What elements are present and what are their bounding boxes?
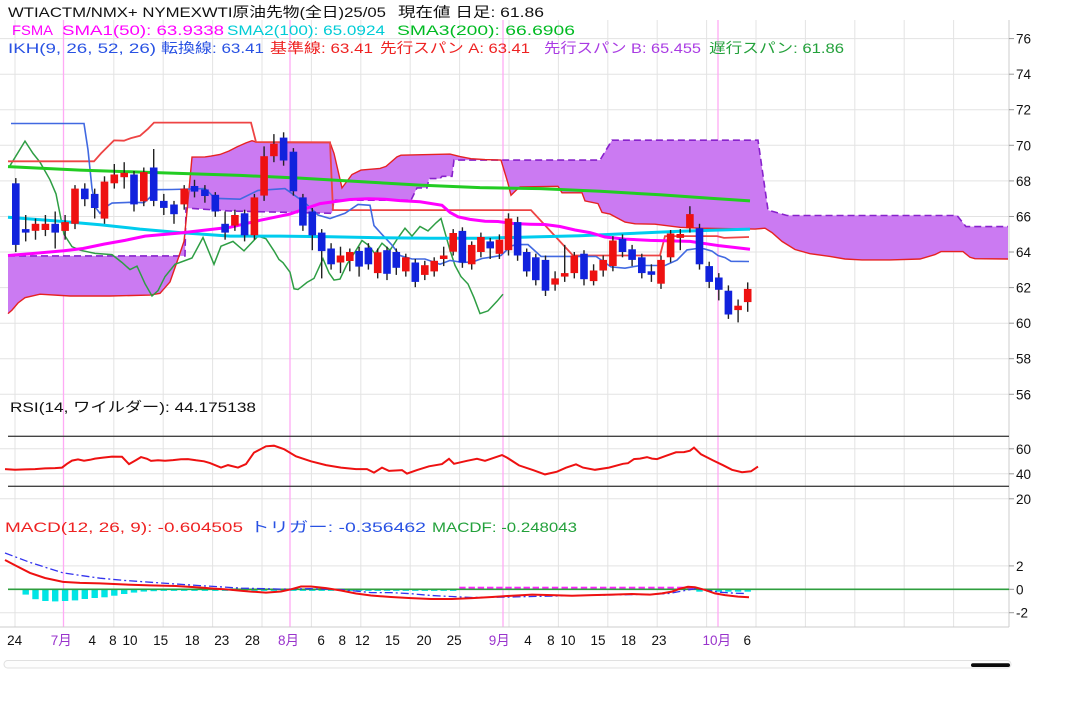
svg-text:12: 12 <box>355 633 370 648</box>
svg-text:60: 60 <box>1016 316 1031 331</box>
svg-text:遅行スパン: 61.86: 遅行スパン: 61.86 <box>709 40 844 56</box>
svg-text:2: 2 <box>1016 559 1024 574</box>
svg-text:6: 6 <box>317 633 325 648</box>
svg-text:7月: 7月 <box>51 633 72 648</box>
svg-text:20: 20 <box>1016 492 1031 507</box>
svg-text:基準線: 63.41: 基準線: 63.41 <box>270 40 373 56</box>
svg-text:68: 68 <box>1016 174 1031 189</box>
svg-text:28: 28 <box>245 633 260 648</box>
svg-text:SMA2(100): 65.0924: SMA2(100): 65.0924 <box>227 22 385 38</box>
svg-text:23: 23 <box>651 633 666 648</box>
svg-text:4: 4 <box>524 633 532 648</box>
svg-text:転換線: 63.41: 転換線: 63.41 <box>161 40 264 56</box>
svg-text:8: 8 <box>547 633 555 648</box>
svg-text:24: 24 <box>7 633 23 648</box>
svg-text:トリガー: -0.356462: トリガー: -0.356462 <box>250 519 426 535</box>
svg-text:76: 76 <box>1016 32 1031 47</box>
svg-text:10: 10 <box>560 633 575 648</box>
svg-text:15: 15 <box>590 633 605 648</box>
svg-text:66: 66 <box>1016 210 1031 225</box>
svg-text:-2: -2 <box>1016 606 1028 621</box>
svg-text:62: 62 <box>1016 281 1031 296</box>
svg-text:RSI(14, ワイルダー): 44.175138: RSI(14, ワイルダー): 44.175138 <box>10 399 256 415</box>
svg-text:0: 0 <box>1016 582 1024 597</box>
svg-text:18: 18 <box>621 633 636 648</box>
svg-text:10月: 10月 <box>703 633 732 648</box>
svg-text:先行スパン A: 63.41: 先行スパン A: 63.41 <box>380 40 530 56</box>
svg-text:72: 72 <box>1016 103 1031 118</box>
svg-text:70: 70 <box>1016 138 1031 153</box>
svg-text:60: 60 <box>1016 442 1031 457</box>
svg-text:74: 74 <box>1016 67 1032 82</box>
svg-text:58: 58 <box>1016 352 1031 367</box>
svg-text:15: 15 <box>385 633 400 648</box>
svg-text:FSMA: FSMA <box>12 22 54 38</box>
svg-text:MACDF: -0.248043: MACDF: -0.248043 <box>432 519 577 535</box>
svg-text:先行スパン B: 65.455: 先行スパン B: 65.455 <box>544 40 701 56</box>
svg-text:MACD(12, 26, 9): -0.604505: MACD(12, 26, 9): -0.604505 <box>5 519 243 535</box>
svg-text:20: 20 <box>416 633 431 648</box>
svg-text:8: 8 <box>109 633 117 648</box>
svg-text:64: 64 <box>1016 245 1032 260</box>
svg-text:SMA3(200): 66.6906: SMA3(200): 66.6906 <box>397 22 575 38</box>
svg-text:10: 10 <box>122 633 137 648</box>
svg-text:56: 56 <box>1016 387 1031 402</box>
svg-text:8月: 8月 <box>278 633 299 648</box>
svg-text:8: 8 <box>338 633 346 648</box>
svg-text:SMA1(50): 63.9338: SMA1(50): 63.9338 <box>62 22 224 38</box>
svg-text:6: 6 <box>744 633 752 648</box>
svg-text:WTIACTM/NMX+ NYMEXWTI原油先物(全日)2: WTIACTM/NMX+ NYMEXWTI原油先物(全日)25/05 <box>8 4 386 20</box>
svg-text:15: 15 <box>153 633 168 648</box>
svg-text:IKH(9, 26, 52, 26): IKH(9, 26, 52, 26) <box>8 40 156 56</box>
svg-text:25: 25 <box>447 633 462 648</box>
svg-text:4: 4 <box>89 633 97 648</box>
svg-text:9月: 9月 <box>489 633 510 648</box>
svg-text:18: 18 <box>185 633 200 648</box>
svg-text:40: 40 <box>1016 467 1031 482</box>
svg-text:現在値 日足: 61.86: 現在値 日足: 61.86 <box>398 4 544 20</box>
svg-text:23: 23 <box>214 633 229 648</box>
